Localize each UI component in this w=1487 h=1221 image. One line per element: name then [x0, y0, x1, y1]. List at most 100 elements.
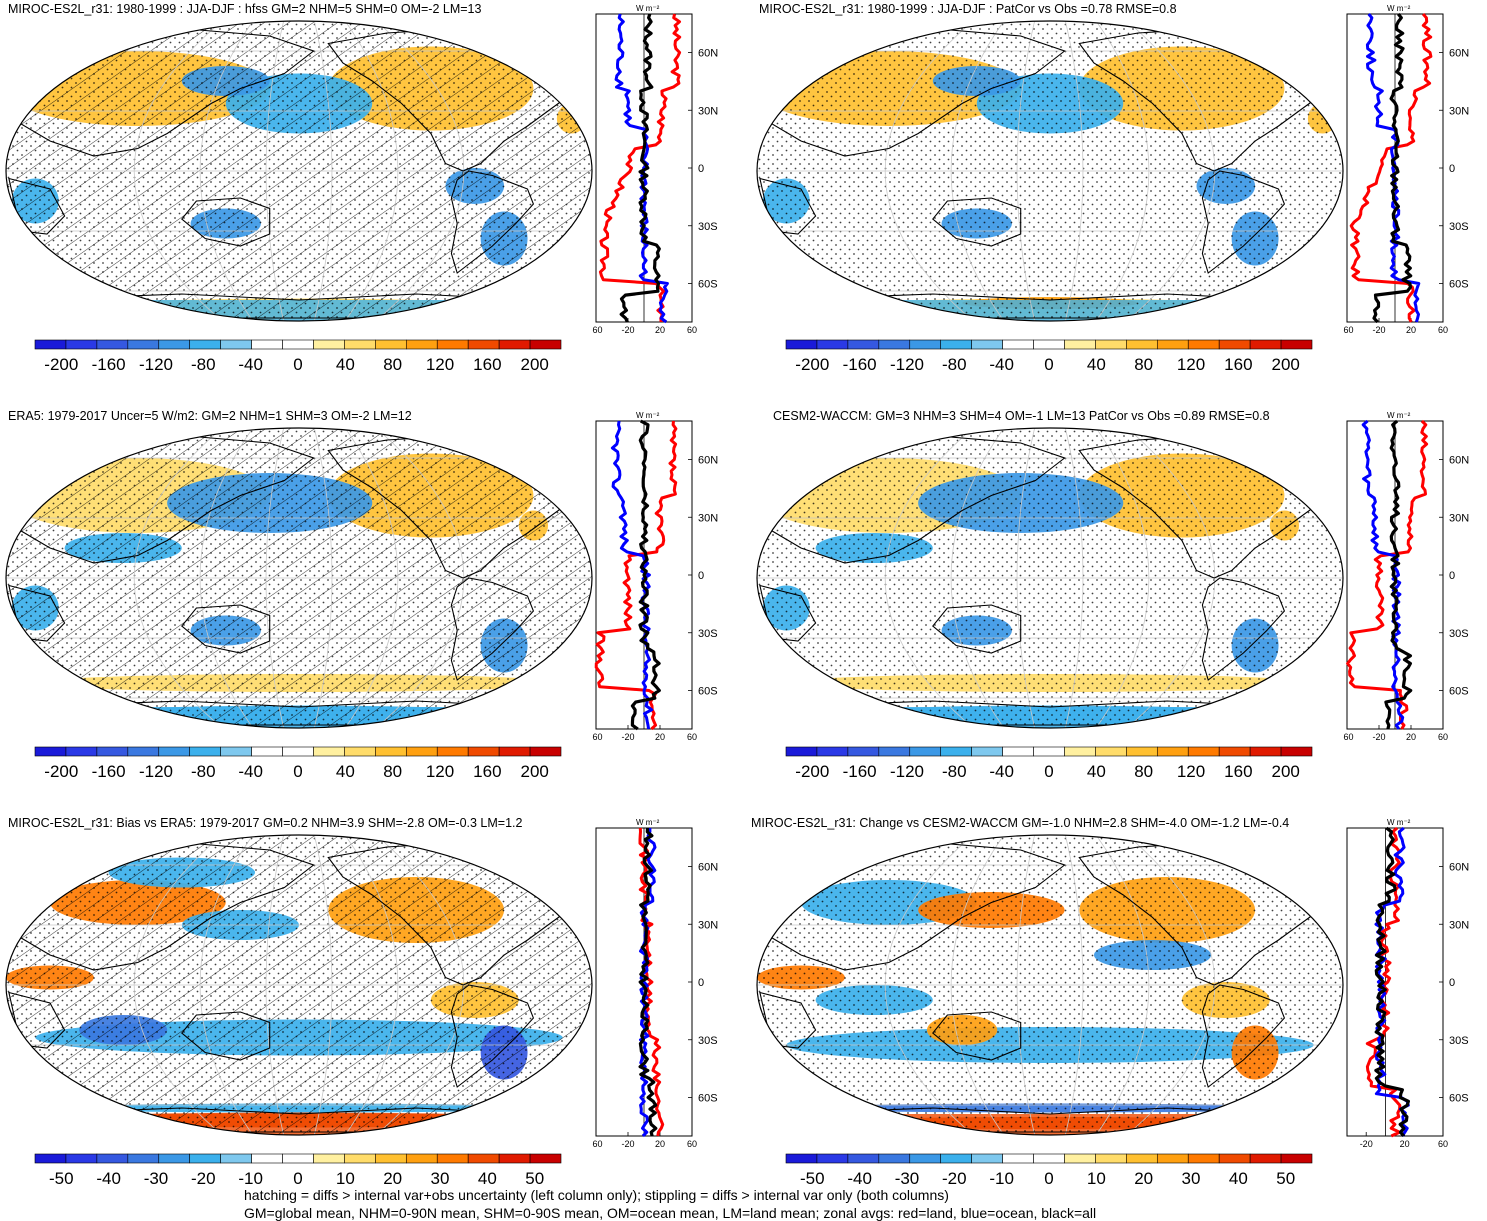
- colorbar-tick-label: 20: [383, 1169, 402, 1188]
- colorbar-tick-label: 160: [1224, 355, 1252, 374]
- zonal-lat-label: 0: [1449, 163, 1455, 175]
- colorbar-swatch: [1064, 746, 1096, 757]
- zonal-lat-label: 30N: [1449, 105, 1469, 117]
- colorbar-swatch: [816, 1153, 849, 1164]
- longitude-gridline: [313, 428, 333, 728]
- colorbar-swatch: [436, 1153, 469, 1164]
- colorbar-tick-label: 120: [1177, 355, 1205, 374]
- zonal-mean-plot: W m⁻² -60 -20 20 60 60N 30N 0 30S 60S: [592, 411, 718, 742]
- colorbar-tick-label: 160: [1224, 762, 1252, 781]
- colorbar-swatch: [96, 746, 129, 757]
- colorbar-swatch: [375, 339, 407, 350]
- colorbar-tick-label: -80: [942, 355, 967, 374]
- zonal-lat-label: 30S: [1449, 628, 1469, 640]
- colorbar-swatch: [1064, 1153, 1096, 1164]
- longitude-gridline: [199, 428, 254, 728]
- colorbar-tick-label: 200: [521, 762, 549, 781]
- zonal-unit-label: W m⁻²: [1387, 818, 1411, 827]
- zonal-xtick-label: 20: [1406, 732, 1416, 742]
- zonal-lat-label: 0: [1449, 977, 1455, 989]
- colorbar: -50 -40 -30 -20 -10 0 10 20 30 40 50: [785, 1153, 1313, 1188]
- panel-title: ERA5: 1979-2017 Uncer=5 W/m2: GM=2 NHM=1…: [8, 409, 412, 423]
- colorbar-swatch: [1033, 746, 1065, 757]
- zonal-mean-plot: W m⁻² -60 -20 20 60 60N 30N 0 30S 60S: [592, 818, 718, 1149]
- colorbar-tick-label: 30: [431, 1169, 450, 1188]
- colorbar-swatch: [375, 1153, 407, 1164]
- figure-panel-3: ERA5: 1979-2017 Uncer=5 W/m2: GM=2 NHM=1…: [0, 407, 743, 814]
- longitude-gridline: [1064, 835, 1084, 1135]
- coastline-australia: [181, 604, 271, 654]
- longitude-gridline: [265, 428, 285, 728]
- colorbar-swatch: [1249, 746, 1282, 757]
- colorbar-tick-label: -120: [890, 355, 924, 374]
- colorbar-swatch: [467, 1153, 500, 1164]
- colorbar: -200 -160 -120 -80 -40 0 40 80 120 160 200: [785, 339, 1313, 374]
- map-plot: [756, 427, 1344, 729]
- colorbar-swatch: [878, 339, 911, 350]
- map-plot: [756, 20, 1344, 322]
- colorbar-swatch: [127, 746, 160, 757]
- coastline-s-america: [1201, 577, 1286, 681]
- zonal-unit-label: W m⁻²: [636, 818, 660, 827]
- longitude-gridline: [133, 21, 223, 321]
- zonal-lat-label: 30N: [698, 105, 718, 117]
- longitude-gridline: [313, 835, 333, 1135]
- coastline-australia: [932, 1011, 1022, 1061]
- zonal-line-all: [638, 827, 658, 1137]
- colorbar-tick-label: 80: [1134, 762, 1153, 781]
- longitude-gridline: [344, 428, 399, 728]
- coastline-s-america: [450, 984, 535, 1088]
- zonal-line-ocean: [1361, 419, 1405, 730]
- zonal-lat-label: 30N: [698, 919, 718, 931]
- colorbar-swatch: [909, 1153, 942, 1164]
- zonal-xtick-label: -60: [1343, 732, 1354, 742]
- coastline-australia: [181, 197, 271, 247]
- zonal-line-all: [1384, 419, 1413, 730]
- zonal-line-ocean: [610, 420, 654, 730]
- zonal-lat-label: 30N: [698, 512, 718, 524]
- colorbar-swatch: [878, 1153, 911, 1164]
- zonal-line-land: [594, 420, 678, 731]
- colorbar-swatch: [313, 746, 345, 757]
- longitude-gridline: [1064, 21, 1084, 321]
- zonal-lat-label: 30S: [698, 628, 718, 640]
- longitude-gridline: [1064, 428, 1084, 728]
- colorbar-tick-label: 10: [336, 1169, 355, 1188]
- colorbar-swatch: [65, 1153, 98, 1164]
- colorbar-swatch: [282, 746, 314, 757]
- zonal-xtick-label: 20: [655, 325, 665, 335]
- zonal-line-land: [638, 827, 665, 1137]
- colorbar-tick-label: -160: [92, 355, 126, 374]
- colorbar-tick-label: 80: [383, 762, 402, 781]
- zonal-xtick-label: -60: [592, 325, 603, 335]
- colorbar-swatch: [1033, 339, 1065, 350]
- colorbar-swatch: [816, 746, 849, 757]
- colorbar-swatch: [220, 1153, 252, 1164]
- map-border: [5, 20, 593, 322]
- colorbar-swatch: [375, 746, 407, 757]
- colorbar-swatch: [1095, 746, 1127, 757]
- coastline-australia: [181, 1011, 271, 1061]
- colorbar-swatch: [282, 339, 314, 350]
- colorbar-swatch: [127, 339, 160, 350]
- longitude-gridline: [265, 21, 285, 321]
- zonal-line-ocean: [1374, 826, 1410, 1137]
- zonal-line-ocean: [1365, 13, 1421, 323]
- longitude-gridline: [1095, 428, 1150, 728]
- map-plot: [756, 834, 1344, 1136]
- zonal-lat-label: 60S: [1449, 686, 1469, 698]
- colorbar-swatch: [1218, 1153, 1251, 1164]
- longitude-gridline: [1016, 428, 1036, 728]
- colorbar-swatch: [436, 746, 469, 757]
- panel-title: MIROC-ES2L_r31: 1980-1999 : JJA-DJF : hf…: [8, 2, 482, 16]
- colorbar-tick-label: 200: [1272, 762, 1300, 781]
- colorbar-swatch: [940, 339, 972, 350]
- zonal-lat-label: 60N: [698, 862, 718, 874]
- coastline-australia: [932, 604, 1022, 654]
- zonal-line-land: [1346, 419, 1429, 730]
- colorbar-swatch: [785, 746, 818, 757]
- longitude-gridline: [1016, 21, 1036, 321]
- panel-title: MIROC-ES2L_r31: Bias vs ERA5: 1979-2017 …: [8, 816, 523, 830]
- colorbar-tick-label: 80: [1134, 355, 1153, 374]
- colorbar-swatch: [189, 339, 221, 350]
